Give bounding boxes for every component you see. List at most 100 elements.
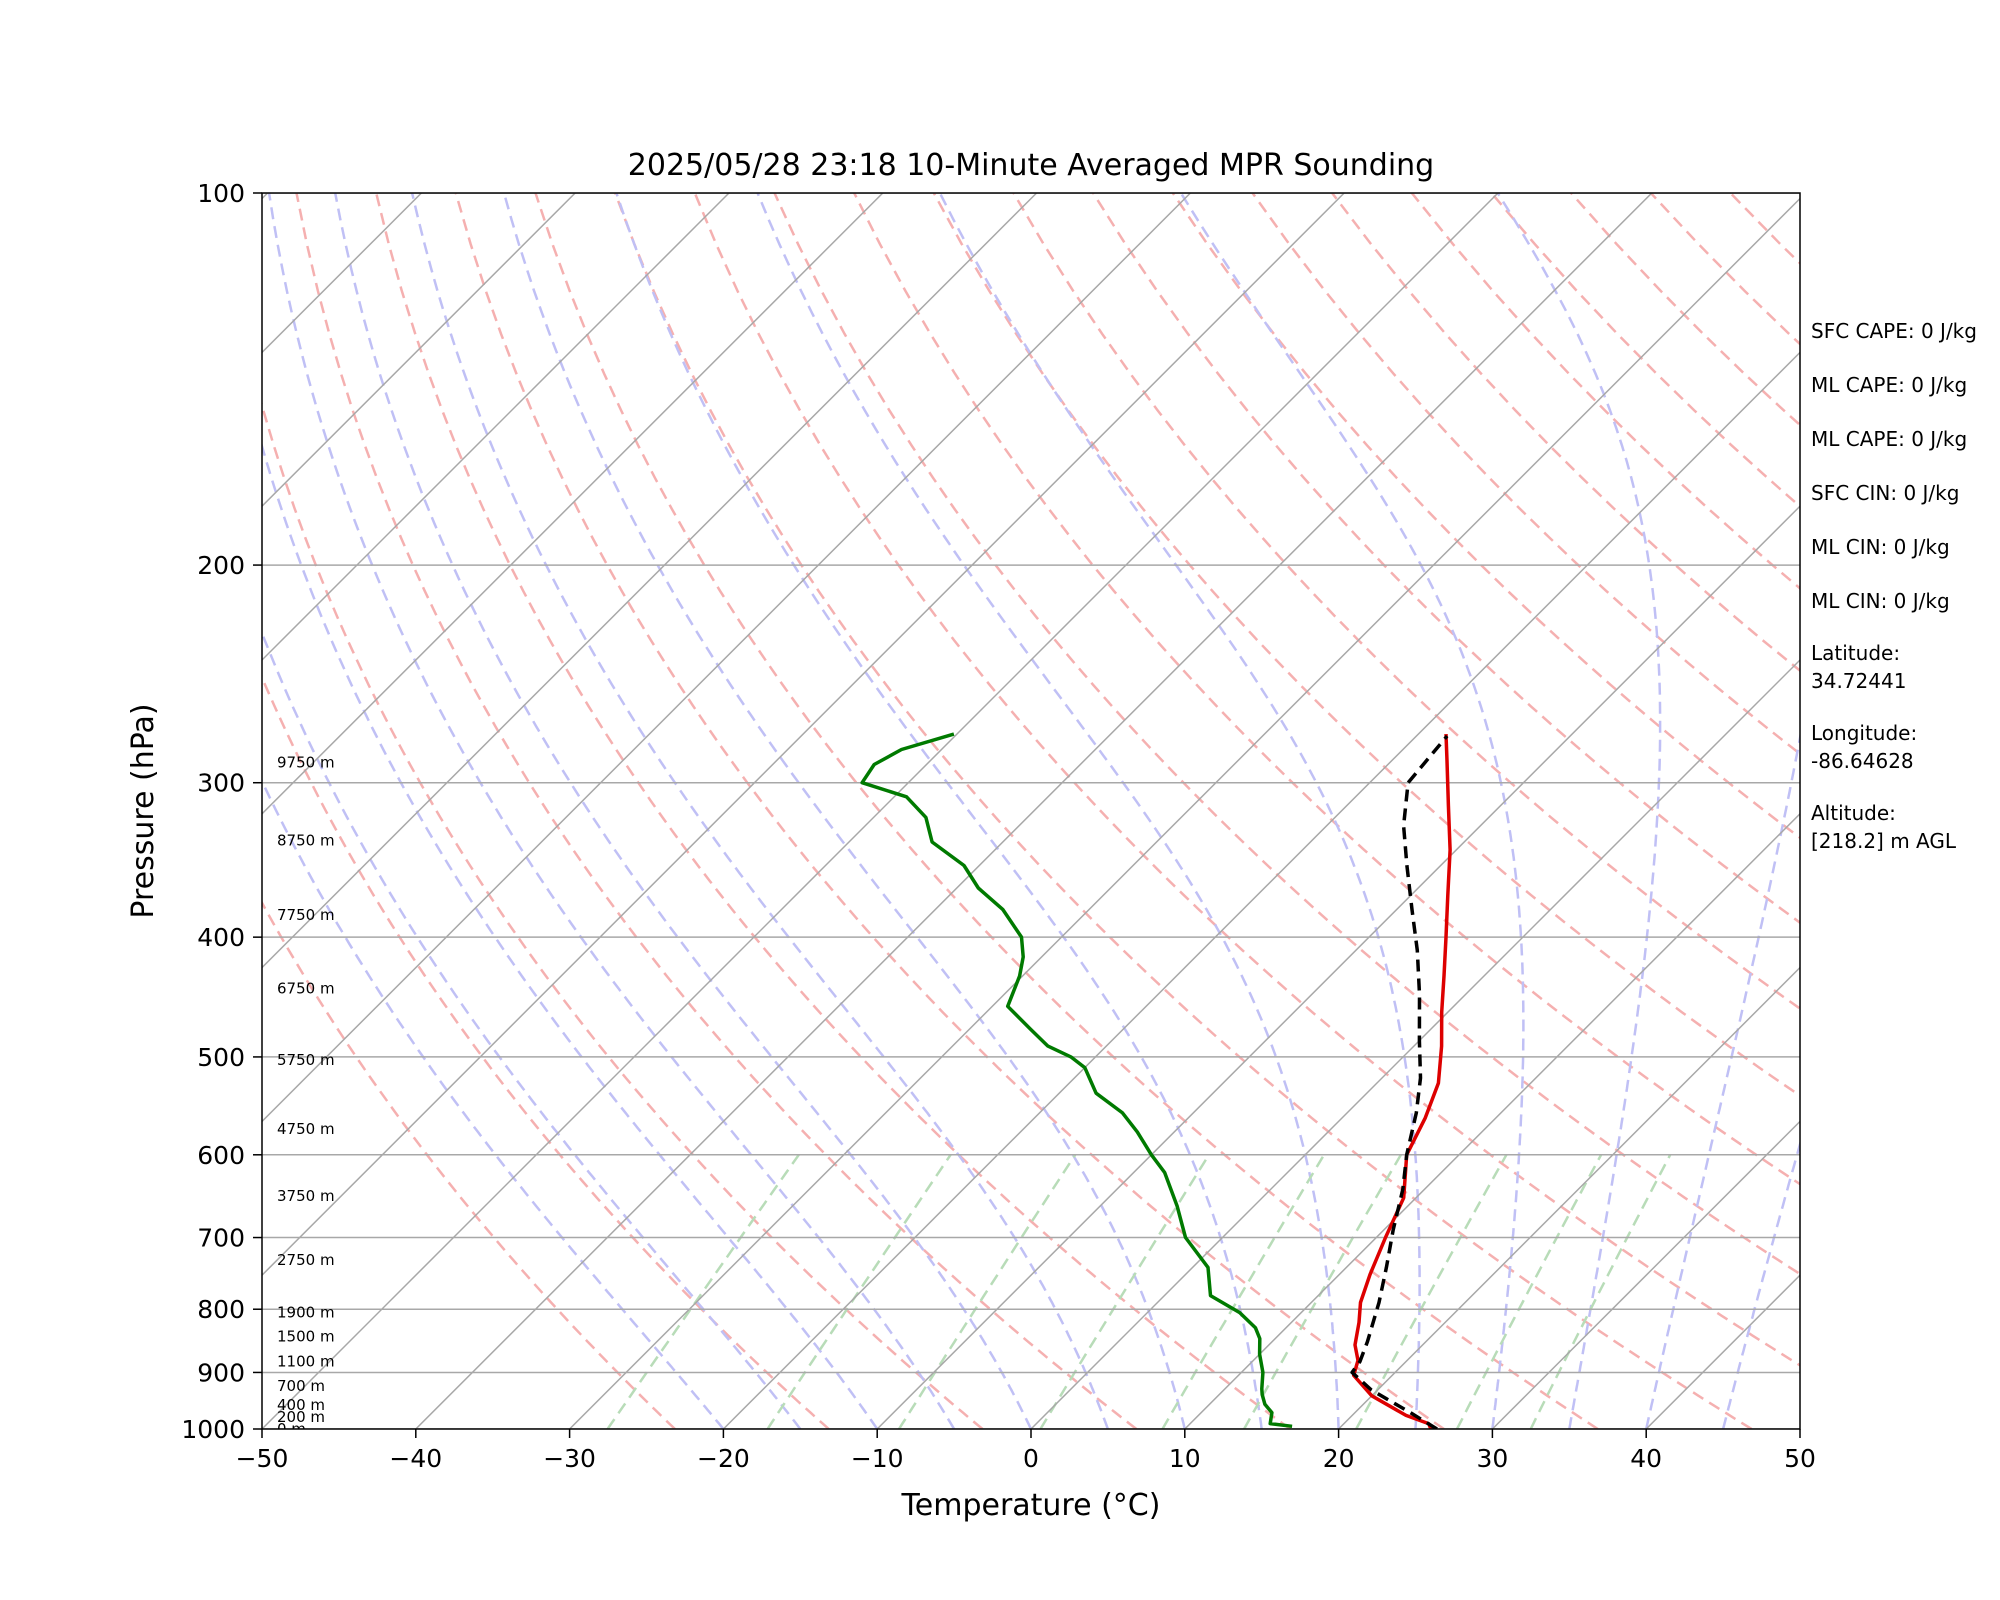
isotherm bbox=[262, 193, 1191, 1123]
dry-adiabat bbox=[693, 193, 1800, 1367]
x-tick-label: 10 bbox=[1169, 1444, 1201, 1473]
mixing-ratio-line bbox=[897, 1154, 1077, 1429]
dry-adiabat bbox=[295, 193, 1138, 1429]
side-line-ml-cape-2: ML CAPE: 0 J/kg bbox=[1811, 427, 1967, 451]
dry-adiabat bbox=[262, 400, 984, 1429]
x-tick-label: 50 bbox=[1784, 1444, 1816, 1473]
isotherm bbox=[876, 505, 1800, 1429]
dry-adiabat bbox=[374, 193, 1291, 1429]
isotherm bbox=[1491, 1120, 1800, 1429]
isotherm bbox=[1338, 966, 1800, 1429]
dry-adiabat bbox=[1251, 193, 1800, 756]
height-label: 6750 m bbox=[277, 979, 335, 997]
mixing-ratio-line bbox=[606, 1154, 800, 1429]
y-axis-ticks: 100 200 300 400 500 600 700 800 900 1000 bbox=[181, 179, 262, 1444]
moist-adiabat bbox=[1644, 731, 1800, 1429]
dry-adiabat bbox=[773, 193, 1800, 1276]
side-line-ml-cape: ML CAPE: 0 J/kg bbox=[1811, 373, 1967, 397]
side-line-sfc-cape: SFC CAPE: 0 J/kg bbox=[1811, 319, 1977, 343]
isotherm bbox=[262, 193, 884, 815]
x-tick-label: −50 bbox=[236, 1444, 289, 1473]
dry-adiabat bbox=[262, 900, 676, 1429]
x-tick-label: 20 bbox=[1323, 1444, 1355, 1473]
height-label: 1500 m bbox=[277, 1328, 335, 1346]
side-panel: SFC CAPE: 0 J/kg ML CAPE: 0 J/kg ML CAPE… bbox=[1811, 319, 1977, 853]
altitude-value: [218.2] m AGL bbox=[1811, 829, 1957, 853]
side-line-sfc-cin: SFC CIN: 0 J/kg bbox=[1811, 481, 1959, 505]
height-label: 5750 m bbox=[277, 1051, 335, 1069]
isotherm bbox=[1030, 658, 1800, 1429]
longitude-value: -86.64628 bbox=[1811, 749, 1914, 773]
x-axis-label: Temperature (°C) bbox=[901, 1488, 1161, 1523]
moist-adiabat bbox=[262, 629, 802, 1429]
parcel-line bbox=[1350, 734, 1449, 1429]
latitude-value: 34.72441 bbox=[1811, 669, 1906, 693]
height-label: 3750 m bbox=[277, 1187, 335, 1205]
x-tick-label: −40 bbox=[389, 1444, 442, 1473]
dry-adiabat bbox=[1092, 193, 1800, 925]
y-tick-label: 600 bbox=[197, 1141, 245, 1170]
moist-adiabat bbox=[410, 193, 1110, 1429]
dry-adiabat bbox=[534, 193, 1599, 1429]
dry-adiabat bbox=[262, 674, 830, 1429]
isotherm bbox=[262, 193, 730, 662]
y-tick-label: 200 bbox=[197, 551, 245, 580]
isotherm bbox=[262, 193, 1038, 969]
y-tick-label: 500 bbox=[197, 1043, 245, 1072]
mixing-ratio-line bbox=[1039, 1154, 1210, 1429]
height-label: 1100 m bbox=[277, 1353, 335, 1371]
dry-adiabat bbox=[454, 193, 1445, 1429]
dry-adiabat bbox=[614, 193, 1753, 1429]
x-tick-label: −20 bbox=[697, 1444, 750, 1473]
isotherm bbox=[569, 197, 1800, 1429]
height-label: 7750 m bbox=[277, 906, 335, 924]
plot-frame bbox=[261, 192, 1801, 1430]
x-tick-label: 30 bbox=[1476, 1444, 1508, 1473]
side-line-ml-cin-2: ML CIN: 0 J/kg bbox=[1811, 589, 1950, 613]
mixing-ratio-line bbox=[1161, 1154, 1326, 1429]
background-lines bbox=[0, 193, 1800, 1429]
isotherm bbox=[262, 193, 1499, 1429]
y-tick-label: 800 bbox=[197, 1295, 245, 1324]
dewpoint-line bbox=[860, 732, 1293, 1429]
x-tick-label: −10 bbox=[851, 1444, 904, 1473]
mixing-ratio-line bbox=[1455, 1154, 1603, 1429]
sounding-traces bbox=[860, 732, 1452, 1429]
height-label: 4750 m bbox=[277, 1120, 335, 1138]
y-tick-label: 700 bbox=[197, 1224, 245, 1253]
isotherm bbox=[262, 193, 576, 508]
isotherm bbox=[0, 193, 114, 1429]
moist-adiabat bbox=[1496, 193, 1662, 1429]
mixing-ratio-line bbox=[766, 1154, 952, 1429]
temperature-line bbox=[1351, 734, 1452, 1429]
moist-adiabat bbox=[333, 193, 1033, 1429]
moist-adiabat bbox=[938, 193, 1421, 1429]
y-tick-label: 1000 bbox=[181, 1415, 245, 1444]
altitude-label: Altitude: bbox=[1811, 801, 1896, 825]
height-label: 200 m bbox=[277, 1408, 325, 1426]
y-tick-label: 900 bbox=[197, 1358, 245, 1387]
longitude-label: Longitude: bbox=[1811, 721, 1917, 745]
isotherm bbox=[722, 351, 1800, 1429]
y-tick-label: 400 bbox=[197, 923, 245, 952]
x-axis-ticks: −50 −40 −30 −20 −10 0 10 20 30 40 50 bbox=[236, 1429, 1816, 1473]
moist-adiabat bbox=[262, 441, 879, 1429]
isotherm bbox=[262, 193, 1345, 1277]
latitude-label: Latitude: bbox=[1811, 641, 1900, 665]
dry-adiabat bbox=[1171, 193, 1800, 840]
height-label: 0 m bbox=[277, 1420, 306, 1438]
height-label: 2750 m bbox=[277, 1251, 335, 1269]
height-label: 400 m bbox=[277, 1396, 325, 1414]
height-label: 9750 m bbox=[277, 754, 335, 772]
side-line-ml-cin: ML CIN: 0 J/kg bbox=[1811, 535, 1950, 559]
height-label: 8750 m bbox=[277, 831, 335, 849]
moist-adiabat bbox=[1179, 193, 1525, 1429]
y-tick-label: 300 bbox=[197, 769, 245, 798]
moist-adiabat bbox=[267, 193, 956, 1429]
y-tick-label: 100 bbox=[197, 179, 245, 208]
x-tick-label: 40 bbox=[1630, 1444, 1662, 1473]
chart-title: 2025/05/28 23:18 10-Minute Averaged MPR … bbox=[628, 148, 1434, 183]
mixing-ratio-line bbox=[1529, 1154, 1672, 1429]
